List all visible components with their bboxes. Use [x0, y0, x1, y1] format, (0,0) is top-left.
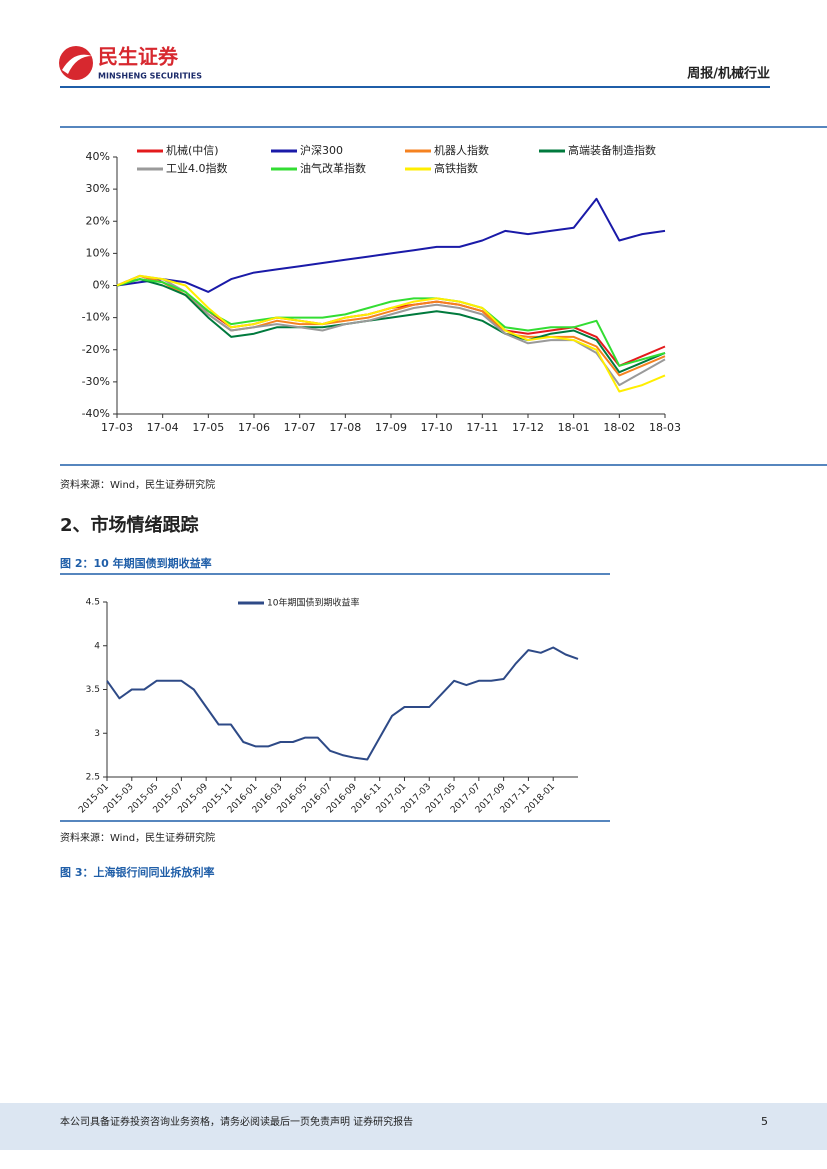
series-line [116, 278, 666, 374]
series-line [116, 274, 666, 393]
section-title: 2、市场情绪跟踪 [60, 514, 199, 536]
legend-label: 机械(中信) [166, 143, 219, 157]
x-tick-label: 17-11 [466, 421, 498, 434]
series-line [116, 197, 666, 293]
x-tick-label: 17-12 [512, 421, 544, 434]
y-tick-label: 3.5 [86, 685, 100, 695]
legend-label: 10年期国债到期收益率 [267, 597, 359, 609]
y-tick-label: -40% [82, 407, 110, 420]
legend-label: 高铁指数 [434, 161, 478, 175]
report-type: 周报/机械行业 [687, 66, 770, 82]
y-tick-label: -20% [82, 343, 110, 356]
legend-label: 油气改革指数 [300, 161, 366, 175]
y-tick-label: 20% [86, 214, 110, 227]
x-tick-label: 17-07 [284, 421, 316, 434]
footer-band [0, 1103, 827, 1150]
y-tick-label: -10% [82, 311, 110, 324]
x-tick-label: 18-01 [558, 421, 590, 434]
y-tick-label: -30% [82, 375, 110, 388]
y-tick-label: 40% [86, 150, 110, 163]
y-tick-label: 2.5 [86, 773, 100, 783]
legend-label: 工业4.0指数 [166, 161, 228, 175]
logo: 民生证券 MINSHENG SECURITIES [59, 45, 202, 81]
x-tick-label: 18-03 [649, 421, 681, 434]
legend-label: 沪深300 [300, 143, 343, 157]
series-line [106, 646, 579, 761]
y-tick-label: 0% [93, 279, 110, 292]
y-tick-label: 30% [86, 182, 110, 195]
logo-cn: 民生证券 [98, 45, 179, 69]
legend-label: 高端装备制造指数 [568, 143, 656, 157]
logo-swoosh [62, 54, 92, 74]
legend-label: 机器人指数 [434, 143, 489, 157]
x-tick-label: 17-09 [375, 421, 407, 434]
x-tick-label: 17-08 [329, 421, 361, 434]
x-tick-label: 17-10 [421, 421, 453, 434]
logo-en: MINSHENG SECURITIES [98, 72, 202, 81]
x-tick-label: 18-02 [603, 421, 635, 434]
source: 资料来源：Wind，民生证券研究院 [60, 478, 215, 491]
series-line [116, 278, 666, 367]
figure-title: 图 2：10 年期国债到期收益率 [60, 556, 212, 570]
y-tick-label: 10% [86, 246, 110, 259]
x-tick-label: 17-03 [101, 421, 133, 434]
logo-icon [59, 46, 93, 80]
x-tick-label: 17-05 [192, 421, 224, 434]
figure-title: 图 3：上海银行间同业拆放利率 [60, 865, 214, 879]
x-tick-label: 17-04 [147, 421, 179, 434]
y-tick-label: 3 [94, 729, 100, 739]
x-tick-label: 17-06 [238, 421, 270, 434]
y-tick-label: 4 [94, 641, 100, 651]
source: 资料来源：Wind，民生证券研究院 [60, 831, 215, 844]
y-tick-label: 4.5 [86, 598, 100, 608]
footer-disclaimer: 本公司具备证券投资咨询业务资格，请务必阅读最后一页免责声明 证券研究报告 [60, 1115, 413, 1128]
series-line [116, 274, 666, 367]
page-number: 5 [761, 1115, 768, 1128]
